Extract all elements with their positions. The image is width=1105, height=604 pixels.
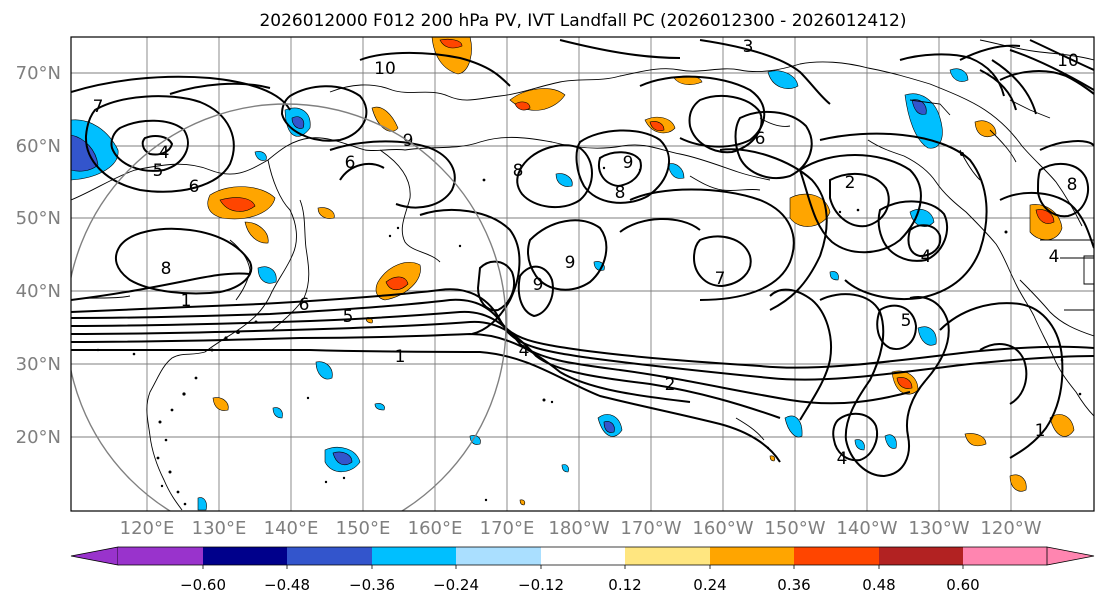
colorbar-bin <box>879 547 963 565</box>
colorbar-tick-label: 0.24 <box>693 576 726 594</box>
colorbar-bin <box>541 547 625 565</box>
contour-label: 1 <box>1035 421 1046 441</box>
map-panel: 10 3 7 5 6 4 6 8 1 6 5 1 4 2 9 8 9 7 6 2 <box>16 36 1095 539</box>
contour-label: 9 <box>623 153 634 173</box>
contour-label: 5 <box>901 311 912 331</box>
colorbar-bin <box>118 547 203 565</box>
lon-label: 160°E <box>408 518 463 539</box>
colorbar-bin <box>963 547 1047 565</box>
contour-label: 8 <box>161 259 172 279</box>
lat-label: 60°N <box>16 136 61 157</box>
colorbar: −0.60 −0.48 −0.36 −0.24 −0.12 0.12 0.24 … <box>70 546 1095 594</box>
lat-label: 40°N <box>16 281 61 302</box>
contour-label: 3 <box>743 37 754 57</box>
contour-label: 4 <box>921 247 932 267</box>
contour-label: 6 <box>299 295 310 315</box>
colorbar-bin <box>794 547 879 565</box>
colorbar-bin <box>203 547 287 565</box>
lon-label: 150°E <box>336 518 391 539</box>
contour-label: 4 <box>837 449 848 469</box>
lon-label: 120°E <box>120 518 175 539</box>
colorbar-tick-label: −0.60 <box>180 576 226 594</box>
contour-label: 7 <box>715 269 726 289</box>
colorbar-tick-label: −0.36 <box>349 576 395 594</box>
figure-title: 2026012000 F012 200 hPa PV, IVT Landfall… <box>259 11 906 31</box>
lat-label: 50°N <box>16 208 61 229</box>
lat-label: 70°N <box>16 63 61 84</box>
contour-label: 4 <box>1049 247 1060 267</box>
lon-label: 120°W <box>980 518 1041 539</box>
contour-label: 2 <box>845 173 856 193</box>
contour-label: 4 <box>519 341 530 361</box>
colorbar-tick-label: 0.60 <box>946 576 979 594</box>
contour-label: 9 <box>565 253 576 273</box>
coastlines <box>71 39 1094 511</box>
contour-label: 6 <box>345 153 356 173</box>
lon-label: 160°W <box>692 518 753 539</box>
lon-label: 180°W <box>548 518 609 539</box>
colorbar-bin <box>710 547 794 565</box>
ivt-pc-shading <box>71 37 1075 511</box>
lon-label: 130°W <box>908 518 969 539</box>
contour-label: 10 <box>1057 51 1079 71</box>
lon-label: 130°E <box>192 518 247 539</box>
colorbar-tick-label: −0.48 <box>264 576 310 594</box>
lon-label: 170°W <box>620 518 681 539</box>
lon-label: 140°E <box>264 518 319 539</box>
contour-label: 8 <box>513 161 524 181</box>
colorbar-bin <box>372 547 456 565</box>
contour-label: 5 <box>343 307 354 327</box>
lon-label: 170°E <box>480 518 535 539</box>
contour-label: 1 <box>181 291 192 311</box>
contour-label: 4 <box>159 143 170 163</box>
landfall-radius-circle <box>71 103 507 511</box>
contour-label: 8 <box>1067 175 1078 195</box>
contour-label: 6 <box>189 177 200 197</box>
colorbar-bin <box>456 547 541 565</box>
contour-label: 1 <box>395 347 406 367</box>
colorbar-ticks: −0.60 −0.48 −0.36 −0.24 −0.12 0.12 0.24 … <box>180 576 980 594</box>
colorbar-tick-label: −0.24 <box>433 576 479 594</box>
contour-label: 9 <box>533 275 544 295</box>
lat-label: 20°N <box>16 427 61 448</box>
colorbar-extend-max <box>1046 546 1095 566</box>
contour-label: 7 <box>93 97 104 117</box>
colorbar-tick-label: 0.12 <box>608 576 641 594</box>
contour-label: 8 <box>615 183 626 203</box>
lon-label: 150°W <box>764 518 825 539</box>
contour-label: 6 <box>755 129 766 149</box>
lat-labels: 70°N 60°N 50°N 40°N 30°N 20°N <box>16 63 61 448</box>
contour-label: 2 <box>665 375 676 395</box>
colorbar-bin <box>287 547 372 565</box>
pv-contours <box>71 39 1094 478</box>
contour-label: 10 <box>374 59 396 79</box>
contour-label: 5 <box>153 161 164 181</box>
lat-label: 30°N <box>16 354 61 375</box>
colorbar-extend-min <box>70 546 119 566</box>
lon-label: 140°W <box>836 518 897 539</box>
colorbar-tick-label: −0.12 <box>518 576 564 594</box>
lon-labels: 120°E 130°E 140°E 150°E 160°E 170°E 180°… <box>120 518 1042 539</box>
colorbar-tick-label: 0.36 <box>777 576 810 594</box>
colorbar-tick-label: 0.48 <box>862 576 895 594</box>
colorbar-bin <box>625 547 710 565</box>
